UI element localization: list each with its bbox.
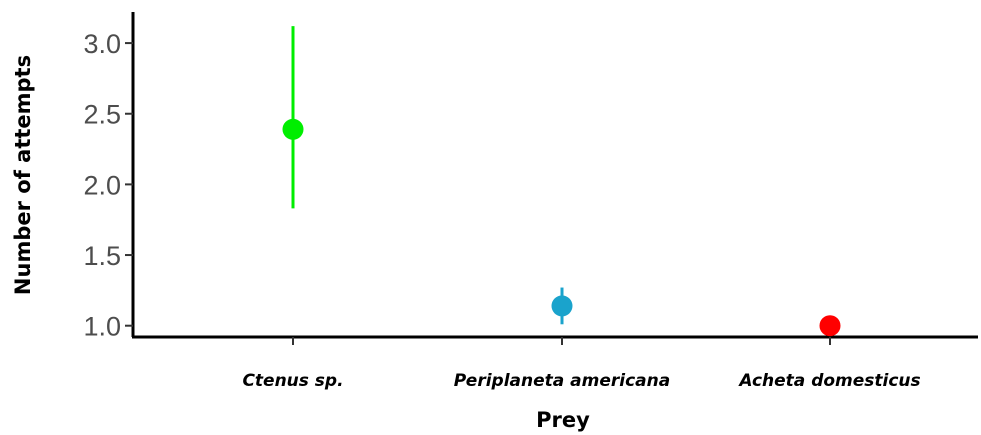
y-axis-title: Number of attempts bbox=[11, 55, 35, 295]
data-point bbox=[819, 315, 841, 337]
x-category-label: Acheta domesticus bbox=[737, 371, 920, 391]
x-axis-title: Prey bbox=[536, 408, 590, 432]
data-point bbox=[282, 118, 304, 140]
y-ticks: 1.0 1.5 2.0 2.5 3.0 bbox=[83, 29, 133, 342]
data-marks bbox=[282, 26, 841, 337]
y-tick-label: 1.0 bbox=[83, 312, 121, 342]
data-point bbox=[551, 295, 573, 317]
x-ticks: Ctenus sp. Periplaneta americana Acheta do… bbox=[242, 337, 921, 391]
x-category-label: Ctenus sp. bbox=[242, 371, 343, 391]
y-tick-label: 2.5 bbox=[83, 100, 121, 130]
x-category-label: Periplaneta americana bbox=[454, 371, 670, 391]
y-tick-label: 3.0 bbox=[83, 29, 121, 59]
y-tick-label: 1.5 bbox=[83, 241, 121, 271]
y-tick-label: 2.0 bbox=[83, 170, 121, 200]
